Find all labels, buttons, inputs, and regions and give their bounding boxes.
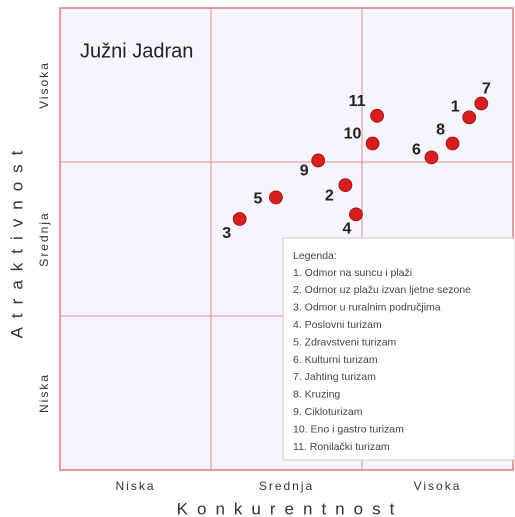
point (349, 207, 363, 222)
y-axis-title: Atraktivnost (7, 142, 26, 339)
point-label: 11 (349, 93, 366, 110)
legend-entry: 10. Eno i gastro turizam (293, 423, 404, 435)
point-label: 4 (343, 221, 352, 238)
legend-title: Legenda: (293, 250, 337, 262)
point (232, 212, 247, 226)
point (424, 150, 439, 165)
annotation: Južni Jadran (80, 40, 193, 62)
point (365, 136, 380, 151)
x-tick-label: Visoka (414, 479, 462, 493)
legend-entry: 7. Jahting turizam (293, 371, 376, 383)
legend-entry: 2. Odmor uz plažu izvan ljetne sezone (293, 284, 471, 296)
legend-entry: 4. Poslovni turizam (293, 319, 382, 331)
point-label: 6 (412, 142, 421, 159)
point-label: 8 (436, 122, 445, 139)
y-tick-label: Srednja (37, 211, 51, 266)
legend-entry: 11. Ronilački turizam (293, 441, 390, 453)
legend-entry: 3. Odmor u ruralnim područjima (293, 302, 441, 314)
legend-entry: 6. Kulturni turizam (293, 354, 378, 366)
point (474, 96, 489, 111)
point (462, 110, 477, 125)
point-label: 7 (482, 81, 491, 98)
point-label: 2 (325, 187, 334, 204)
x-tick-label: Srednja (259, 479, 314, 493)
point-label: 1 (451, 99, 460, 116)
point (445, 136, 460, 151)
legend-entry: 5. Zdravstveni turizam (293, 336, 397, 348)
legend-entry: 9. Cikloturizam (293, 406, 363, 418)
point-label: 5 (253, 191, 262, 208)
point-label: 10 (344, 126, 362, 143)
point (338, 178, 353, 193)
legend-entry: 8. Kruzing (293, 389, 340, 401)
y-tick-label: Niska (37, 373, 51, 413)
point-label: 9 (300, 163, 309, 180)
x-tick-label: Niska (115, 479, 155, 493)
point (269, 190, 283, 205)
y-tick-label: Visoka (37, 61, 51, 109)
point (311, 153, 326, 168)
point-label: 3 (222, 225, 231, 242)
legend-entry: 1. Odmor na suncu i plaži (293, 267, 412, 279)
x-axis-title: Konkurentnost (177, 499, 404, 517)
legend (282, 237, 515, 461)
point (370, 108, 385, 123)
